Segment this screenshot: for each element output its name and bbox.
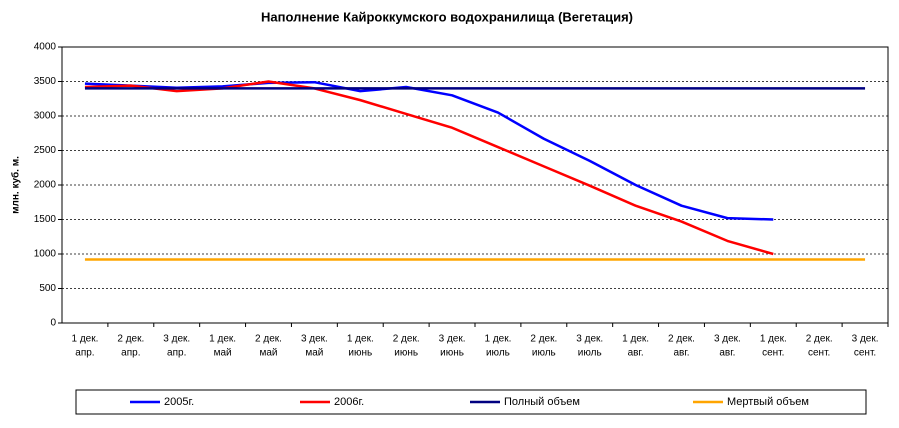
- legend-label: Полный объем: [504, 396, 580, 408]
- x-tick-label: апр.: [121, 348, 140, 359]
- x-tick-label: май: [259, 348, 277, 359]
- x-tick-label: авг.: [673, 348, 689, 359]
- x-tick-label: 2 дек.: [117, 334, 144, 345]
- series-line: [84, 80, 774, 221]
- y-axis-label: млн. куб. м.: [10, 156, 22, 214]
- x-tick-label: сент.: [808, 348, 830, 359]
- y-tick-label: 1500: [34, 214, 57, 225]
- x-tick-label: 2 дек.: [668, 334, 695, 345]
- legend: [75, 389, 867, 415]
- x-tick-label: 1 дек.: [209, 334, 236, 345]
- x-tick-label: 3 дек.: [439, 334, 466, 345]
- x-tick-label: 1 дек.: [347, 334, 374, 345]
- y-tick-label: 0: [50, 318, 56, 329]
- x-tick-label: 1 дек.: [622, 334, 649, 345]
- x-tick-label: авг.: [719, 348, 735, 359]
- x-tick-label: 2 дек.: [255, 334, 282, 345]
- x-tick-label: 3 дек.: [714, 334, 741, 345]
- chart-title: Наполнение Кайроккумского водохранилища …: [261, 9, 633, 24]
- x-tick-label: июнь: [394, 348, 418, 359]
- x-tick-label: 1 дек.: [760, 334, 787, 345]
- x-tick-label: июль: [486, 348, 510, 359]
- y-tick-label: 1000: [34, 249, 57, 260]
- y-tick-label: 500: [39, 283, 56, 294]
- x-tick-label: 2 дек.: [393, 334, 420, 345]
- x-tick-label: май: [214, 348, 232, 359]
- x-tick-label: сент.: [854, 348, 876, 359]
- x-tick-label: апр.: [75, 348, 94, 359]
- x-tick-label: апр.: [167, 348, 186, 359]
- x-tick-label: сент.: [762, 348, 784, 359]
- y-tick-label: 4000: [34, 42, 57, 53]
- x-tick-label: май: [305, 348, 323, 359]
- x-tick-label: июнь: [348, 348, 372, 359]
- x-tick-label: июль: [532, 348, 556, 359]
- x-tick-label: 3 дек.: [852, 334, 879, 345]
- x-tick-label: 3 дек.: [301, 334, 328, 345]
- legend-label: 2005г.: [164, 396, 194, 408]
- y-tick-label: 2500: [34, 145, 57, 156]
- y-tick-label: 2000: [34, 180, 57, 191]
- x-tick-label: 2 дек.: [806, 334, 833, 345]
- y-tick-label: 3000: [34, 111, 57, 122]
- legend-label: Мертвый объем: [727, 396, 809, 408]
- x-tick-label: 2 дек.: [530, 334, 557, 345]
- x-tick-label: 1 дек.: [484, 334, 511, 345]
- x-tick-label: 1 дек.: [71, 334, 98, 345]
- y-tick-label: 3500: [34, 76, 57, 87]
- x-tick-label: июнь: [440, 348, 464, 359]
- x-tick-label: июль: [578, 348, 602, 359]
- x-tick-label: 3 дек.: [576, 334, 603, 345]
- x-tick-label: авг.: [628, 348, 644, 359]
- series-line: [84, 80, 774, 256]
- legend-label: 2006г.: [334, 396, 364, 408]
- x-tick-label: 3 дек.: [163, 334, 190, 345]
